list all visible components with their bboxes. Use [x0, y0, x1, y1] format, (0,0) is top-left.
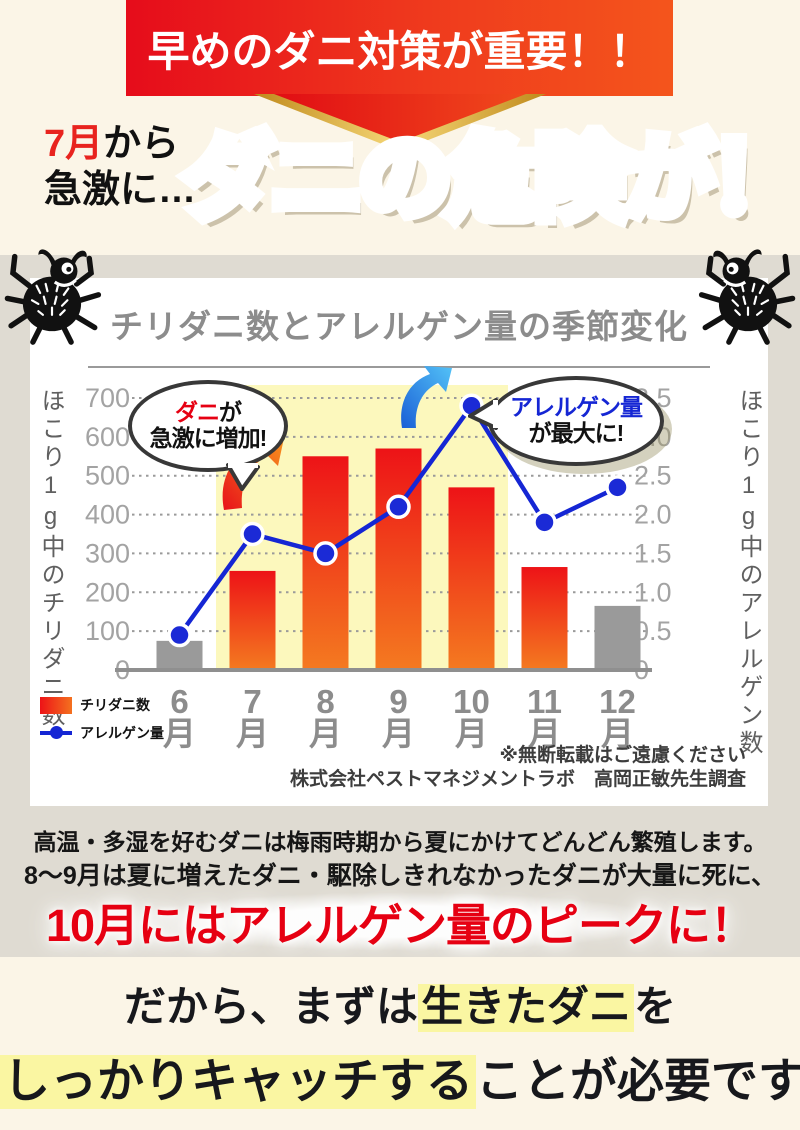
line-marker-icon	[40, 726, 72, 739]
peak-warning-text: 10月にはアレルゲン量のピークに！	[0, 889, 800, 954]
body-text-line2: 8～9月は夏に増えたダニ・駆除しきれなかったダニが大量に死に、	[23, 862, 777, 890]
body-text-line1: 高温・多湿を好むダニは梅雨時期から夏にかけてどんどん繁殖します。	[33, 829, 767, 855]
sub-headline-month: 7月	[44, 123, 104, 165]
right-axis-tick: 2.5	[634, 461, 672, 491]
callout-allergen-max: アレルゲン量 が最大に!	[468, 376, 664, 466]
legend-item-bar: チリダニ数	[40, 691, 164, 719]
left-axis-tick: 100	[85, 616, 130, 646]
right-axis-tick: 1.5	[634, 538, 672, 568]
closing-highlight: 生きたダニ	[417, 984, 634, 1032]
top-section: 早めのダニ対策が重要！！ 7月から 急激に… ダニの危険が！！	[0, 0, 800, 255]
right-axis-label: ほこり1g中のアレルゲン数	[735, 388, 762, 758]
callout-black-text: が	[219, 399, 242, 426]
closing-text: を	[634, 985, 677, 1031]
chart-plot: 001000.52001.03001.54002.05002.56003.070…	[85, 383, 672, 752]
data-point-11月	[532, 510, 557, 535]
data-point-8月	[313, 541, 338, 566]
legend-label: チリダニ数	[80, 697, 150, 713]
right-axis-tick: 2.0	[634, 500, 672, 530]
sub-headline-line2: 急激に…	[44, 168, 197, 211]
left-axis-tick: 400	[85, 500, 130, 530]
callout-tail-icon	[226, 463, 260, 491]
data-point-6月	[167, 622, 192, 648]
chart-title: チリダニ数とアレルゲン量の季節変化	[110, 308, 688, 345]
chart-legend: チリダニ数 アレルゲン量	[40, 691, 164, 747]
left-axis-label: ほこり1g中のチリダニ数	[37, 388, 64, 730]
mite-icon	[698, 249, 796, 345]
data-point-7月	[240, 521, 265, 547]
data-point-12月	[605, 475, 630, 500]
closing-text: だから、まずは	[123, 985, 418, 1031]
copyright-note: ※無断転載はご遠慮ください	[499, 745, 746, 766]
bar-swatch-icon	[40, 696, 72, 714]
top-banner: 早めのダニ対策が重要！！	[126, 0, 673, 96]
callout-mites-increase: ダニが 急激に増加!	[128, 380, 288, 491]
title-divider	[88, 366, 710, 368]
callout-line: ダニが	[175, 399, 242, 426]
left-axis-tick: 300	[85, 538, 130, 568]
data-point-9月	[386, 494, 411, 520]
callout-line: 急激に増加!	[149, 425, 268, 451]
left-axis-tick: 700	[85, 383, 130, 413]
bar-7月	[229, 570, 276, 670]
x-tick-12月: 12 月	[599, 683, 636, 752]
callout-blue-text: アレルゲン量	[510, 394, 643, 421]
left-axis-tick: 500	[85, 461, 130, 491]
source-note: 株式会社ペストマネジメントラボ 高岡正敏先生調査	[289, 769, 746, 790]
legend-label: アレルゲン量	[80, 725, 164, 741]
legend-item-line: アレルゲン量	[40, 719, 164, 747]
x-tick-11月: 11 月	[527, 683, 562, 752]
curved-up-arrow-blue-icon	[401, 366, 452, 428]
closing-highlight: しっかりキャッチする	[0, 1055, 476, 1109]
chart-section: チリダニ数とアレルゲン量の季節変化 ほこり1g中のチリダニ数 ほこり1g中のアレ…	[0, 249, 800, 957]
chart-card: チリダニ数とアレルゲン量の季節変化 ほこり1g中のチリダニ数 ほこり1g中のアレ…	[30, 278, 768, 806]
closing-line1: だから、まずは生きたダニを	[0, 973, 800, 1034]
right-axis-tick: 1.0	[634, 577, 672, 607]
callout-red-text: ダニ	[175, 399, 220, 426]
left-axis-tick: 600	[85, 422, 130, 452]
bar-12月	[594, 605, 641, 670]
top-banner-text: 早めのダニ対策が重要！！	[147, 27, 652, 75]
sub-headline: 7月から 急激に…	[44, 122, 196, 213]
closing-text: ことが必要です。	[476, 1056, 800, 1108]
mite-icon	[4, 249, 102, 345]
x-tick-10月: 10 月	[453, 683, 490, 752]
closing-line2: しっかりキャッチすることが必要です。	[0, 1042, 800, 1111]
bar-10月	[448, 487, 495, 670]
callout-line: が最大に!	[528, 420, 625, 446]
main-headline: ダニの危険が！！	[183, 104, 800, 237]
bar-11月	[521, 567, 568, 670]
callout-tail-icon	[468, 398, 498, 430]
closing-section: だから、まずは生きたダニを しっかりキャッチすることが必要です。	[0, 957, 800, 1130]
sub-headline-kara: から	[103, 123, 180, 165]
left-axis-tick: 200	[85, 577, 130, 607]
